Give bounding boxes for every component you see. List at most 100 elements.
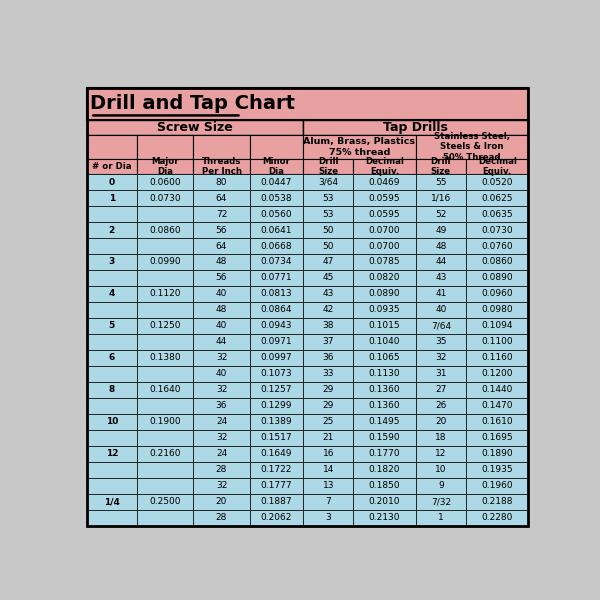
Bar: [86, 159, 137, 174]
Text: 56: 56: [216, 274, 227, 283]
Bar: [466, 286, 529, 302]
Bar: [303, 270, 353, 286]
Text: 0.2188: 0.2188: [481, 497, 513, 506]
Bar: [86, 350, 137, 366]
Text: Screw Size: Screw Size: [157, 121, 233, 134]
Text: 0.0971: 0.0971: [260, 337, 292, 346]
Bar: [86, 462, 137, 478]
Bar: [353, 174, 416, 190]
Bar: [416, 302, 466, 318]
Text: 0.1257: 0.1257: [260, 385, 292, 394]
Bar: [416, 494, 466, 510]
Bar: [193, 446, 250, 462]
Bar: [193, 414, 250, 430]
Text: 13: 13: [323, 481, 334, 490]
Bar: [416, 238, 466, 254]
Text: 0.0668: 0.0668: [260, 242, 292, 251]
Bar: [353, 366, 416, 382]
Text: 0.1850: 0.1850: [369, 481, 400, 490]
Bar: [193, 135, 250, 159]
Text: 0.0635: 0.0635: [481, 209, 513, 218]
Text: Decimal
Equiv.: Decimal Equiv.: [365, 157, 404, 176]
Text: 21: 21: [323, 433, 334, 442]
Text: 20: 20: [216, 497, 227, 506]
Text: 0.1935: 0.1935: [481, 465, 513, 474]
Text: 0.1130: 0.1130: [369, 370, 400, 379]
Bar: [466, 238, 529, 254]
Bar: [303, 254, 353, 270]
Text: 1: 1: [109, 194, 115, 203]
Bar: [416, 286, 466, 302]
Text: 0.0820: 0.0820: [369, 274, 400, 283]
Bar: [466, 270, 529, 286]
Bar: [193, 190, 250, 206]
Text: 44: 44: [435, 257, 446, 266]
Text: 0.0935: 0.0935: [369, 305, 400, 314]
Text: 0.1299: 0.1299: [260, 401, 292, 410]
Text: 0.0760: 0.0760: [481, 242, 513, 251]
Bar: [303, 222, 353, 238]
Text: 0.0700: 0.0700: [369, 226, 400, 235]
Bar: [416, 478, 466, 494]
Text: 0.1360: 0.1360: [369, 401, 400, 410]
Text: 0.1094: 0.1094: [481, 322, 513, 331]
Text: 43: 43: [323, 289, 334, 298]
Text: 6: 6: [109, 353, 115, 362]
Bar: [353, 446, 416, 462]
Bar: [137, 430, 193, 446]
Bar: [250, 414, 303, 430]
Bar: [193, 159, 250, 174]
Text: 80: 80: [216, 178, 227, 187]
Bar: [193, 270, 250, 286]
Text: 0.0595: 0.0595: [369, 209, 400, 218]
Text: 0.1887: 0.1887: [260, 497, 292, 506]
Text: 28: 28: [216, 513, 227, 522]
Bar: [353, 302, 416, 318]
Text: 2: 2: [109, 226, 115, 235]
Bar: [416, 318, 466, 334]
Bar: [353, 318, 416, 334]
Text: 3: 3: [325, 513, 331, 522]
Text: 0.0864: 0.0864: [260, 305, 292, 314]
Bar: [303, 174, 353, 190]
Bar: [466, 366, 529, 382]
Bar: [303, 350, 353, 366]
Bar: [416, 159, 466, 174]
Text: 27: 27: [435, 385, 446, 394]
Text: 43: 43: [435, 274, 446, 283]
Bar: [466, 254, 529, 270]
Bar: [250, 238, 303, 254]
Bar: [86, 510, 137, 526]
Bar: [466, 222, 529, 238]
Bar: [86, 446, 137, 462]
Text: 0.1389: 0.1389: [260, 418, 292, 427]
Text: 47: 47: [323, 257, 334, 266]
Bar: [303, 462, 353, 478]
Bar: [353, 254, 416, 270]
Text: # or Dia: # or Dia: [92, 162, 131, 171]
Bar: [86, 414, 137, 430]
Text: 32: 32: [435, 353, 446, 362]
Bar: [193, 382, 250, 398]
Text: 0.1695: 0.1695: [481, 433, 513, 442]
Bar: [416, 174, 466, 190]
Bar: [137, 398, 193, 414]
Text: 40: 40: [216, 370, 227, 379]
Text: 0.0447: 0.0447: [260, 178, 292, 187]
Bar: [303, 135, 416, 159]
Text: 7: 7: [325, 497, 331, 506]
Bar: [416, 135, 529, 159]
Text: 9: 9: [438, 481, 444, 490]
Bar: [466, 174, 529, 190]
Bar: [86, 254, 137, 270]
Bar: [303, 430, 353, 446]
Bar: [193, 286, 250, 302]
Bar: [86, 270, 137, 286]
Bar: [303, 366, 353, 382]
Bar: [466, 350, 529, 366]
Text: 26: 26: [435, 401, 446, 410]
Bar: [416, 270, 466, 286]
Text: 0.0734: 0.0734: [260, 257, 292, 266]
Text: 5: 5: [109, 322, 115, 331]
Text: 32: 32: [216, 385, 227, 394]
